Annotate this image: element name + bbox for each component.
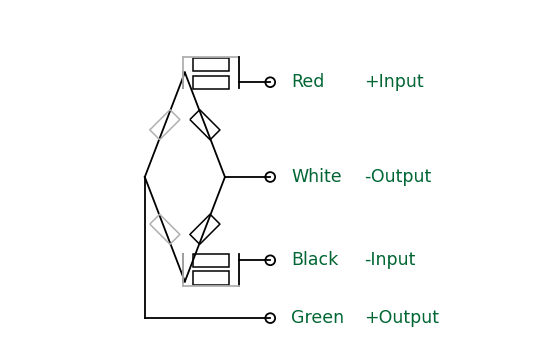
Text: Black: Black <box>291 251 338 269</box>
Bar <box>193 76 229 89</box>
Bar <box>193 58 229 72</box>
Text: -Output: -Output <box>364 168 432 186</box>
Text: +Output: +Output <box>364 309 439 327</box>
Text: -Input: -Input <box>364 251 416 269</box>
Bar <box>193 272 229 285</box>
Bar <box>193 254 229 267</box>
Text: Red: Red <box>291 73 324 91</box>
Text: White: White <box>291 168 342 186</box>
Text: Green: Green <box>291 309 344 327</box>
Text: +Input: +Input <box>364 73 424 91</box>
